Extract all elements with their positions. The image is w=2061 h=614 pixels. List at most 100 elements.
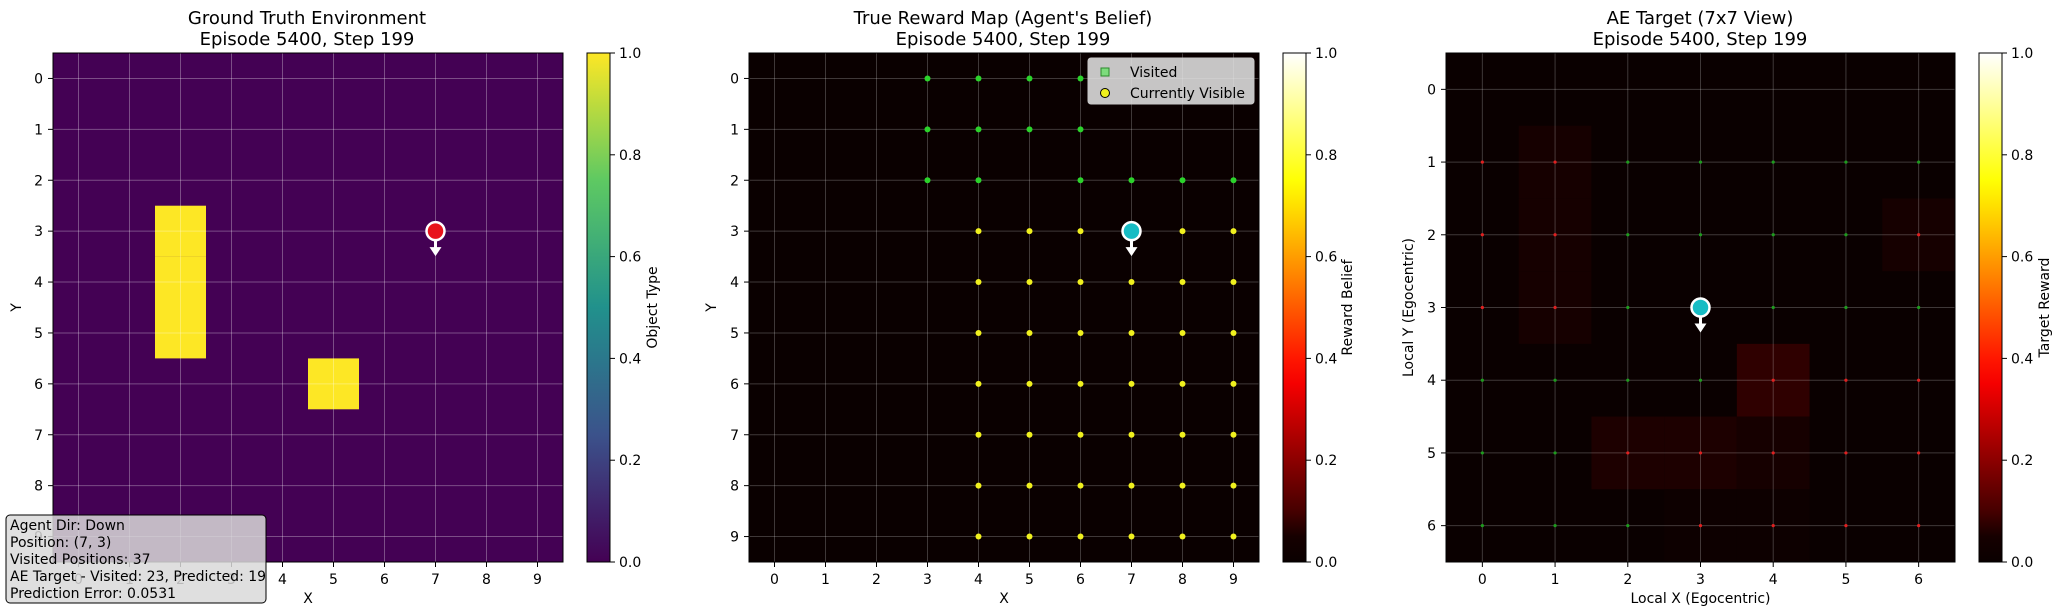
green-point [1480,451,1484,455]
x-tick-label: 0 [1478,572,1487,588]
x-tick-label: 4 [278,572,287,588]
x-tick-label: 5 [1025,572,1034,588]
green-point [1698,160,1703,164]
y-tick-label: 5 [34,326,43,342]
agent-direction-arrow-head [1694,323,1707,333]
green-point [1626,160,1630,164]
y-tick-label: 3 [730,224,739,240]
x-tick-label: 5 [1841,572,1850,588]
green-point [1844,160,1848,164]
y-tick-label: 6 [730,377,739,393]
visible-point [1026,431,1033,438]
colorbar [586,52,611,563]
legend-visited-marker [1100,67,1110,77]
visible-point [1128,431,1135,438]
red-point [1844,451,1848,455]
y-tick-label: 8 [730,479,739,495]
colorbar-tick-label: 1.0 [2011,46,2033,62]
agent-marker [425,220,446,242]
visible-point [975,431,982,438]
green-point [1917,305,1921,310]
heatmap-cell [155,307,206,359]
colorbar-tick-label: 0.2 [2011,453,2033,469]
heatmap-background [749,53,1259,562]
colorbar-tick-label: 0.8 [2011,148,2033,164]
visited-point [924,126,931,133]
visible-point [1179,533,1186,540]
green-point [1626,378,1630,382]
x-tick-label: 3 [923,572,932,588]
colorbar-tick-label: 0.6 [619,250,641,266]
red-point [1917,451,1921,455]
heatmap-cell [155,256,206,308]
red-point [1844,378,1848,382]
colorbar-label: Reward Belief [1340,258,1356,355]
x-tick-label: 7 [431,572,440,588]
y-tick-label: 0 [34,71,43,87]
x-tick-label: 0 [770,572,779,588]
heatmap-cell [155,205,206,257]
green-point [1771,305,1775,310]
visible-point [1026,329,1033,336]
green-point [1771,160,1775,164]
legend-visible-label: Currently Visible [1130,86,1245,102]
y-tick-label: 9 [730,530,739,546]
y-tick-label: 5 [1427,446,1436,462]
colorbar-tick-label: 1.0 [619,46,641,62]
y-tick-label: 2 [1427,228,1436,244]
visible-point [1179,482,1186,489]
colorbar-tick-label: 1.0 [1315,46,1337,62]
green-point [1626,305,1630,310]
visited-point [975,177,982,184]
x-tick-label: 1 [1551,572,1560,588]
info-box-line: Visited Positions: 37 [10,552,151,568]
green-point [1844,233,1848,237]
colorbar-tick-label: 0.6 [2011,250,2033,266]
visible-point [1077,279,1084,286]
colorbar [1282,52,1307,563]
info-box-line: AE Target - Visited: 23, Predicted: 19 [10,569,266,585]
visited-point [1179,177,1186,184]
x-tick-label: 6 [1076,572,1085,588]
red-point [1626,451,1630,455]
chart-title-line: AE Target (7x7 View) [1607,8,1794,29]
colorbar-tick-label: 0.4 [1315,351,1337,367]
visible-point [1026,533,1033,540]
visited-point [975,75,982,82]
y-tick-label: 1 [34,122,43,138]
visited-point [1026,75,1033,82]
visible-point [1230,279,1237,286]
y-tick-label: 2 [34,173,43,189]
y-tick-label: 4 [34,275,43,291]
red-point [1844,524,1848,528]
visited-point [1077,126,1084,133]
visible-point [1179,329,1186,336]
visible-point [975,329,982,336]
x-tick-label: 5 [329,572,338,588]
agent-direction-arrow-head [1125,247,1138,257]
y-tick-label: 4 [1427,373,1436,389]
colorbar-tick-label: 0.2 [1315,453,1337,469]
green-point [1771,233,1775,237]
green-point [1553,378,1557,382]
y-axis-label: Local Y (Egocentric) [1401,238,1417,377]
info-box-line: Position: (7, 3) [10,535,111,551]
visited-point [975,126,982,133]
x-tick-label: 2 [1623,572,1632,588]
chart-title-line: Episode 5400, Step 199 [1593,29,1808,50]
x-tick-label: 9 [533,572,542,588]
red-point [1771,378,1775,382]
y-tick-label: 6 [34,377,43,393]
colorbar-tick-label: 0.4 [619,351,641,367]
axes-frame [52,52,564,563]
colorbar [1978,52,2003,563]
visible-point [1077,482,1084,489]
visible-point [1230,329,1237,336]
visible-point [1230,380,1237,387]
green-point [1480,524,1484,528]
x-tick-label: 4 [974,572,983,588]
green-point [1553,524,1557,528]
x-tick-label: 8 [482,572,491,588]
colorbar-tick-label: 0.2 [619,453,641,469]
